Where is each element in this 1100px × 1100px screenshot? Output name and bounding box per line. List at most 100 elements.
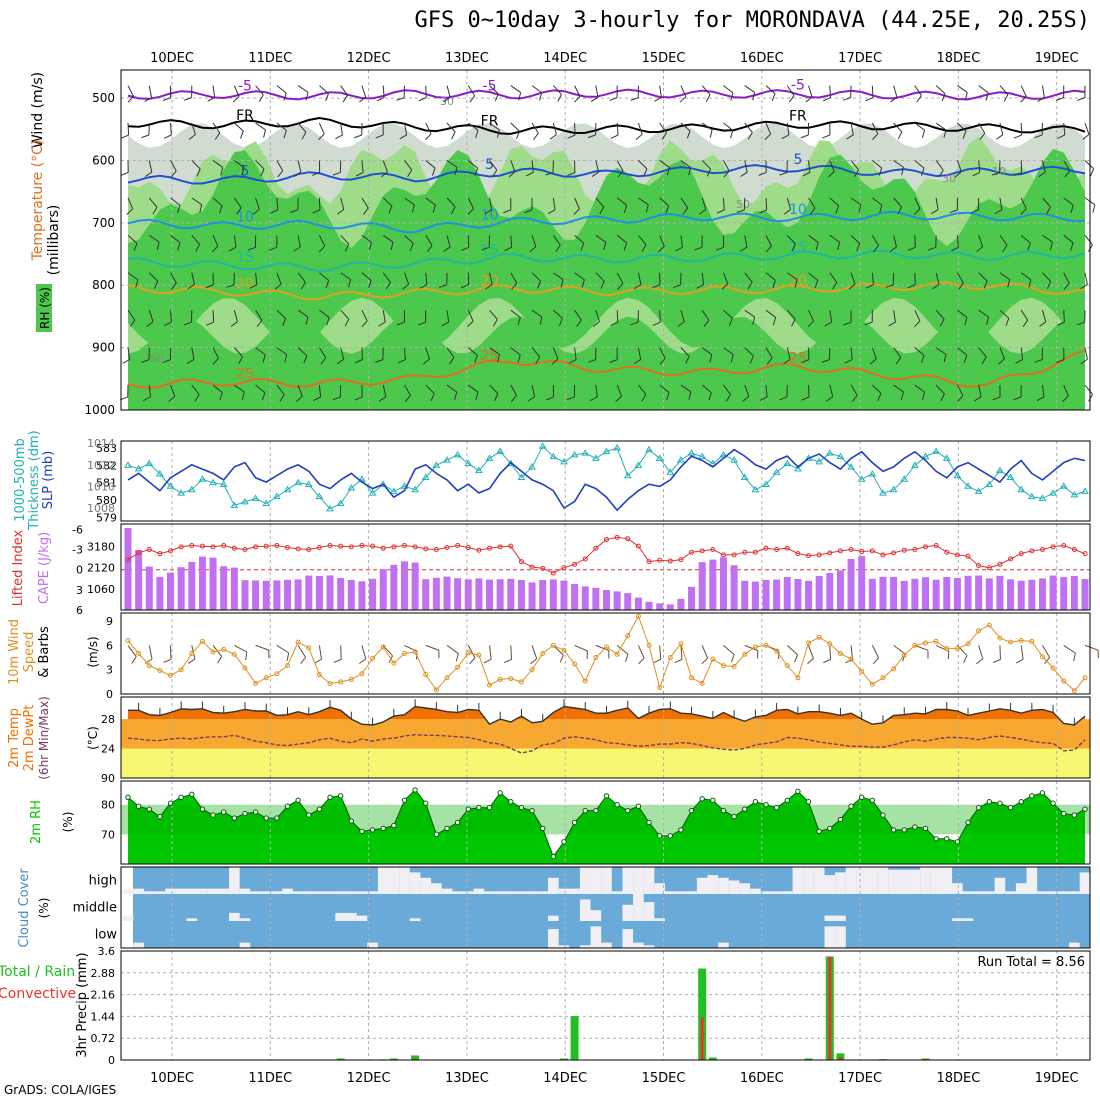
wind-barb-feather [247,246,256,251]
rh2m-point [848,803,854,809]
thickness-point [974,487,983,494]
wind-speed-point [380,644,386,650]
wind-barb [1084,272,1088,285]
wind-barb-feather [163,658,172,663]
wind-barb-feather [274,283,282,290]
cape-bar [517,580,525,610]
thickness-point [209,478,217,486]
wind-barb [467,347,478,356]
wind-barb-feather [484,209,492,215]
rh2m-point [635,803,642,809]
thickness-point [368,489,377,496]
wind-barb [914,85,922,96]
wind-barb-feather [844,359,853,364]
thickness-tick-label: 581 [96,477,117,490]
wind-barb-feather [580,242,585,251]
wind-barb-feather [214,132,221,140]
rh2m-point [646,819,652,826]
rh2m-point [837,816,844,823]
wind-barb-feather [846,134,854,140]
wind-speed-point [433,687,439,693]
wind-barb-feather [1055,97,1064,101]
cloud-clear-cell [324,891,336,894]
wind-barb-feather [196,168,201,177]
precip-tick-label: 2.16 [91,989,116,1002]
thickness-point [400,482,409,489]
cloud-clear-cell [994,877,1006,894]
precip-axis-label: 3hr Precip (mm) [75,952,90,1057]
wind-barb [808,160,811,173]
wind-barb [191,160,201,170]
wind-speed-point [763,642,769,648]
wind-barb-feather [1070,204,1074,213]
wind-barb [893,197,902,208]
rh-contour-label: 10 [992,165,1006,178]
wind-barb-feather [794,279,798,288]
wind-barb-feather [504,246,512,252]
wind-speed-point [944,646,950,652]
wind-speed-point [816,634,822,640]
rh2m-point [656,833,663,839]
precip-total-bar [570,1016,579,1060]
wind-barb-feather [1020,208,1027,215]
wind-barb-feather [152,206,158,215]
thickness-point [443,456,451,463]
wind-barb [489,384,499,394]
cloud-clear-cell [877,867,889,894]
rh2m-point [954,839,961,845]
wind-barb-feather [286,652,290,661]
wind-barb [786,85,795,96]
cape-bar [358,581,366,610]
rh2m-point [348,818,354,824]
cloud-clear-cell [643,945,655,948]
wind-barb-feather [1014,134,1022,139]
wind-speed-point [933,638,939,644]
wind-speed-point [370,655,376,661]
wind-barb [1063,310,1065,323]
wind-barb [1020,309,1029,321]
wind-barb [489,645,492,660]
cape-bar [549,579,557,610]
wind-barb [871,85,874,98]
isotherm-label: 15 [236,250,254,266]
li-point [1082,551,1088,557]
li-point [455,543,461,548]
wind-speed-point [338,679,344,685]
wind-barb [531,384,536,397]
li-point [348,544,354,550]
wind-speed-point [529,667,535,673]
rh2m-point [433,831,440,838]
cape-bar [879,576,887,610]
wind-barb-feather [162,359,171,363]
wind-barb-feather [481,246,490,251]
rh2m-point [805,799,812,805]
thickness-point [517,473,526,481]
cloud-clear-cell [420,877,432,894]
wind-barb [723,309,733,319]
wind-barb-feather [282,318,287,326]
wind-barb-feather [326,317,330,326]
wind-barb-feather [238,356,243,364]
cape-bar [262,580,270,610]
rh2m-point [242,810,248,817]
cloud-clear-cell [473,888,485,894]
li-axis-label: Lifted Index [11,529,26,606]
wind-barb [233,85,240,97]
chart-title: GFS 0~10day 3-hourly for MORONDAVA (44.2… [414,8,1090,33]
cloud-clear-cell [824,926,836,948]
wind-barb-feather [576,319,582,327]
wind-barb [148,85,153,98]
thickness-point [1027,492,1036,500]
cape-bar [922,577,929,610]
wind-barb [935,347,947,355]
isotherm-label: 10 [481,207,499,223]
wind-barb-feather [449,357,455,365]
wind-barb-feather [469,95,476,103]
bottom-date-label: 16DEC [740,1071,784,1086]
thickness-tick-label: 583 [96,442,117,455]
wind-barb [403,272,410,285]
wind-barb-feather [206,321,214,326]
thickness-point [985,480,994,487]
rh2m-point [667,833,673,839]
